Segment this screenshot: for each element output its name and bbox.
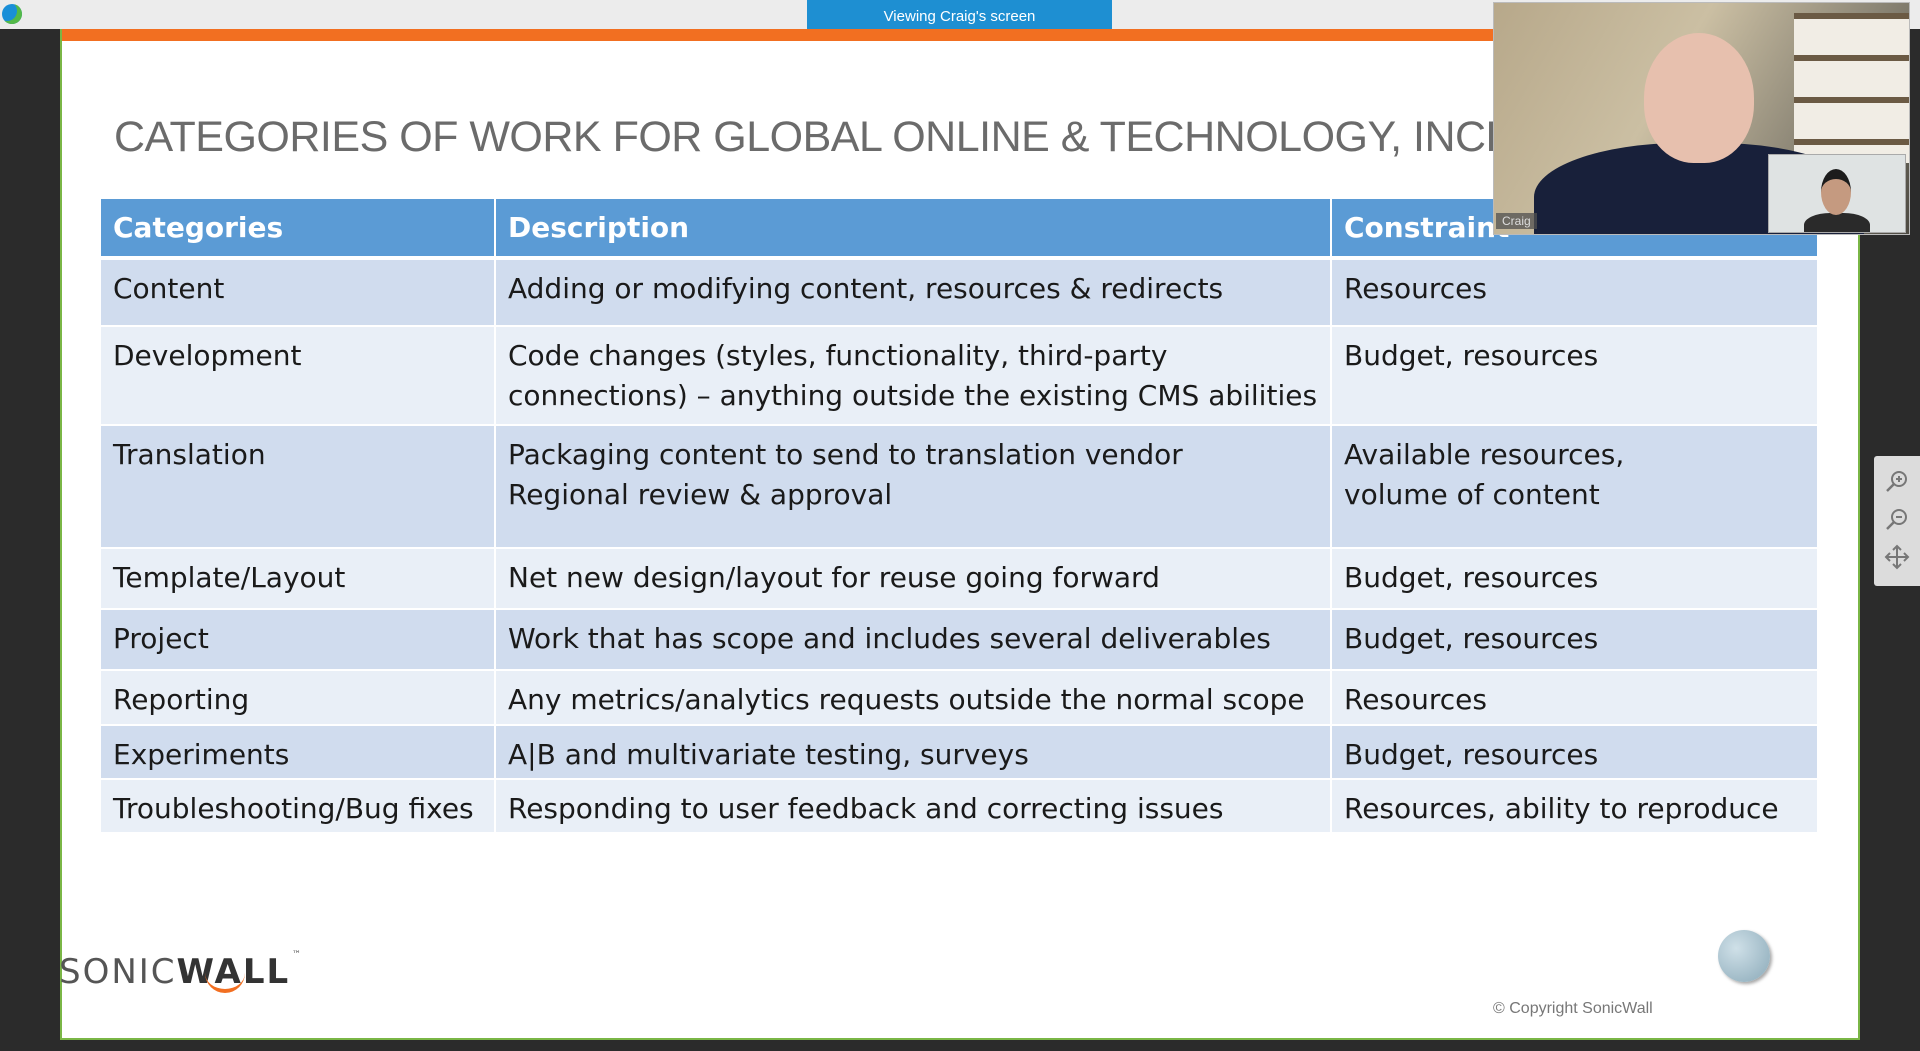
- category-cell: Development: [101, 326, 496, 426]
- self-head: [1821, 169, 1851, 215]
- description-cell: Net new design/layout for reuse going fo…: [495, 548, 1332, 610]
- header-categories: Categories: [101, 199, 496, 260]
- table-row: Troubleshooting/Bug fixes Responding to …: [101, 779, 1819, 834]
- self-view-video[interactable]: [1768, 154, 1906, 233]
- table-row: Development Code changes (styles, functi…: [101, 326, 1819, 426]
- copyright-text: © Copyright SonicWall: [1493, 1000, 1653, 1017]
- description-cell: Code changes (styles, functionality, thi…: [495, 326, 1332, 426]
- bookshelf-background: [1794, 13, 1909, 163]
- app-logo-icon[interactable]: [2, 4, 22, 24]
- logo-swoosh-icon: [205, 973, 245, 993]
- logo-trademark: ™: [292, 950, 301, 960]
- category-cell: Translation: [101, 425, 496, 549]
- category-cell: Reporting: [101, 670, 496, 726]
- viewing-screen-banner[interactable]: Viewing Craig's screen: [807, 0, 1112, 31]
- shared-slide: CATEGORIES OF WORK FOR GLOBAL ONLINE & T…: [60, 29, 1860, 1040]
- constraint-cell: Budget, resources: [1331, 725, 1819, 780]
- table-row: Reporting Any metrics/analytics requests…: [101, 670, 1819, 726]
- constraint-cell: Resources, ability to reproduce: [1331, 779, 1819, 834]
- description-cell: Responding to user feedback and correcti…: [495, 779, 1332, 834]
- description-cell: A|B and multivariate testing, surveys: [495, 725, 1332, 780]
- presenter-name-tag: Craig: [1496, 213, 1537, 229]
- move-icon[interactable]: [1884, 544, 1910, 570]
- sonicwall-logo: SONICWALL: [59, 952, 290, 992]
- zoom-in-icon[interactable]: [1884, 468, 1910, 494]
- slide-accent-bar: [62, 29, 1858, 41]
- constraint-cell: Budget, resources: [1331, 326, 1819, 426]
- logo-part-sonic: SONIC: [59, 952, 177, 992]
- zoom-controls: [1874, 456, 1920, 586]
- header-description: Description: [495, 199, 1332, 260]
- table-row: Project Work that has scope and includes…: [101, 609, 1819, 671]
- constraint-cell: Budget, resources: [1331, 548, 1819, 610]
- constraint-cell: Resources: [1331, 670, 1819, 726]
- table-row: Experiments A|B and multivariate testing…: [101, 725, 1819, 780]
- category-cell: Content: [101, 258, 496, 327]
- slide-title: CATEGORIES OF WORK FOR GLOBAL ONLINE & T…: [114, 113, 1613, 161]
- presenter-head: [1644, 33, 1754, 163]
- description-cell: Adding or modifying content, resources &…: [495, 258, 1332, 327]
- self-body: [1804, 213, 1870, 232]
- zoom-out-icon[interactable]: [1884, 506, 1910, 532]
- table-row: Translation Packaging content to send to…: [101, 425, 1819, 549]
- table-row: Content Adding or modifying content, res…: [101, 258, 1819, 327]
- constraint-cell: Available resources, volume of content: [1331, 425, 1819, 549]
- constraint-cell: Resources: [1331, 258, 1819, 327]
- description-cell: Any metrics/analytics requests outside t…: [495, 670, 1332, 726]
- description-cell: Packaging content to send to translation…: [495, 425, 1332, 549]
- description-cell: Work that has scope and includes several…: [495, 609, 1332, 671]
- constraint-cell: Budget, resources: [1331, 609, 1819, 671]
- slide-footer-circle-icon: [1718, 930, 1770, 982]
- category-cell: Project: [101, 609, 496, 671]
- categories-table: Categories Description Constraint Conten…: [101, 199, 1819, 834]
- table-row: Template/Layout Net new design/layout fo…: [101, 548, 1819, 610]
- category-cell: Troubleshooting/Bug fixes: [101, 779, 496, 834]
- category-cell: Template/Layout: [101, 548, 496, 610]
- category-cell: Experiments: [101, 725, 496, 780]
